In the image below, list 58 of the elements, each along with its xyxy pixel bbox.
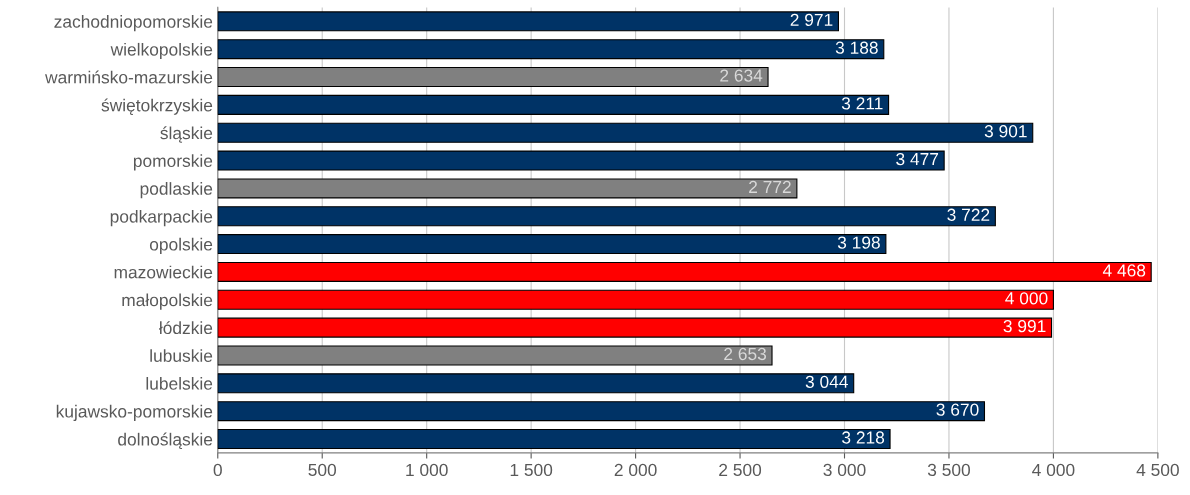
y-tick-label: śląskie	[160, 126, 213, 143]
bar	[217, 261, 1152, 282]
y-tick-label: kujawsko-pomorskie	[56, 404, 213, 422]
y-tick-label: podlaskie	[140, 182, 213, 199]
y-tick-label: wielkopolskie	[110, 42, 213, 60]
data-label: 3 198	[837, 236, 880, 249]
bar	[217, 401, 986, 422]
data-label: 2 634	[720, 69, 763, 82]
data-label: 2 653	[724, 347, 767, 361]
y-tick-label: podkarpackie	[110, 209, 213, 227]
y-tick-label: pomorskie	[133, 154, 213, 171]
bar	[217, 122, 1034, 143]
x-tick-label: 3 500	[927, 463, 970, 477]
bar	[217, 428, 891, 450]
x-tick-label: 1 000	[406, 463, 448, 477]
bar	[217, 373, 855, 394]
bar	[217, 345, 773, 366]
bar	[217, 11, 839, 32]
data-label: 2 971	[790, 13, 833, 27]
data-label: 3 991	[1003, 319, 1046, 333]
data-label: 2 772	[749, 180, 791, 193]
y-tick-label: łódzkie	[159, 321, 213, 335]
bar	[217, 67, 769, 88]
y-tick-label: warmińsko-mazurskie	[45, 70, 213, 84]
x-tick-label: 3 000	[823, 463, 866, 477]
data-label: 4 468	[1102, 264, 1146, 277]
y-tick-label: opolskie	[149, 237, 213, 254]
data-label: 3 211	[841, 97, 883, 110]
x-tick-label: 2 500	[719, 463, 762, 477]
data-label: 4 000	[1005, 292, 1048, 305]
bar	[217, 39, 885, 60]
bar	[217, 289, 1054, 310]
y-tick-label: mazowieckie	[114, 265, 213, 279]
x-tick-label: 2 000	[614, 463, 657, 477]
x-tick-label: 4 500	[1136, 463, 1179, 477]
y-tick-label: małopolskie	[122, 293, 213, 310]
y-tick-label: lubelskie	[146, 377, 213, 390]
x-tick-label: 1 500	[510, 463, 553, 477]
data-label: 3 477	[896, 152, 939, 166]
data-label: 3 188	[835, 41, 878, 54]
bar	[217, 150, 945, 171]
data-label: 3 218	[842, 431, 885, 444]
x-tick-label: 4 000	[1032, 463, 1075, 477]
y-tick-label: świętokrzyskie	[101, 98, 213, 115]
x-tick-label: 0	[213, 463, 222, 477]
data-label: 3 722	[947, 208, 990, 221]
bar	[217, 317, 1053, 338]
bar	[217, 178, 798, 199]
y-tick-label: lubuskie	[150, 349, 213, 362]
bar	[217, 234, 887, 255]
bar	[217, 94, 890, 115]
data-label: 3 901	[984, 125, 1027, 138]
x-tick-label: 500	[308, 463, 337, 477]
y-tick-label: dolnośląskie	[118, 432, 213, 450]
data-label: 3 670	[936, 403, 979, 416]
data-label: 3 044	[805, 375, 848, 388]
y-tick-label: zachodniopomorskie	[54, 15, 213, 32]
bar	[217, 206, 996, 227]
